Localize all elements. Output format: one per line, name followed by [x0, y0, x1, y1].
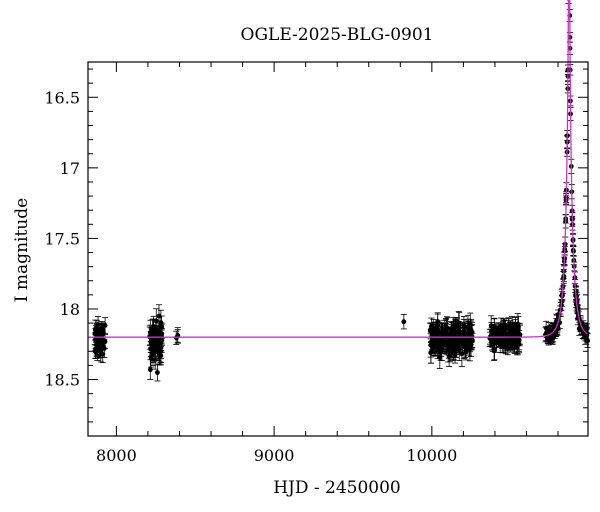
data-point: [465, 325, 471, 331]
chart-title: OGLE-2025-BLG-0901: [241, 25, 434, 45]
axis-tick-labels: 8000 9000 10000 16.5 17 17.5 18 18.5: [44, 88, 457, 465]
data-point: [546, 327, 552, 333]
data-point: [153, 318, 159, 324]
data-point: [457, 340, 463, 346]
data-point: [435, 322, 441, 328]
data-point: [469, 338, 474, 343]
x-axis-label: HJD - 2450000: [273, 478, 401, 498]
x-tick-label: 9000: [254, 446, 295, 465]
data-point: [98, 329, 104, 335]
data-point: [579, 327, 585, 333]
data-point: [490, 337, 496, 343]
data-point: [515, 342, 521, 347]
data-point: [462, 344, 468, 350]
data-point: [443, 325, 449, 331]
data-point: [468, 332, 474, 338]
y-tick-label: 16.5: [44, 88, 80, 107]
data-point: [513, 322, 518, 327]
y-tick-label: 17: [60, 159, 80, 178]
data-point: [150, 351, 156, 357]
data-point: [440, 331, 446, 336]
data-point: [461, 328, 467, 334]
model-curve-layer: [88, 0, 589, 338]
y-tick-label: 18: [60, 300, 80, 319]
data-point: [401, 319, 407, 325]
data-point: [453, 339, 459, 345]
x-tick-label: 10000: [406, 446, 457, 465]
data-point: [446, 342, 452, 348]
data-point: [436, 329, 441, 335]
data-point: [153, 328, 159, 334]
x-tick-label: 8000: [96, 446, 137, 465]
data-point: [158, 353, 164, 359]
data-point: [98, 346, 104, 352]
data-points: [91, 0, 591, 382]
data-point: [431, 345, 437, 351]
data-point: [499, 330, 505, 335]
axis-ticks: [88, 62, 588, 437]
data-point: [155, 370, 160, 375]
data-point: [102, 323, 108, 328]
data-point: [149, 339, 155, 345]
y-tick-label: 18.5: [44, 371, 80, 390]
model-curve: [88, 0, 589, 338]
data-point: [440, 340, 446, 346]
data-point: [465, 337, 471, 343]
data-point: [451, 323, 457, 328]
y-tick-label: 17.5: [44, 229, 80, 248]
data-point: [147, 367, 153, 373]
plot-frame: [87, 61, 589, 437]
data-point: [156, 313, 162, 319]
data-point: [502, 323, 507, 329]
data-point: [496, 334, 501, 339]
data-point: [456, 321, 462, 326]
y-axis-label: I magnitude: [12, 198, 32, 302]
data-point: [157, 346, 163, 352]
data-point: [92, 331, 98, 337]
data-point: [510, 328, 516, 334]
